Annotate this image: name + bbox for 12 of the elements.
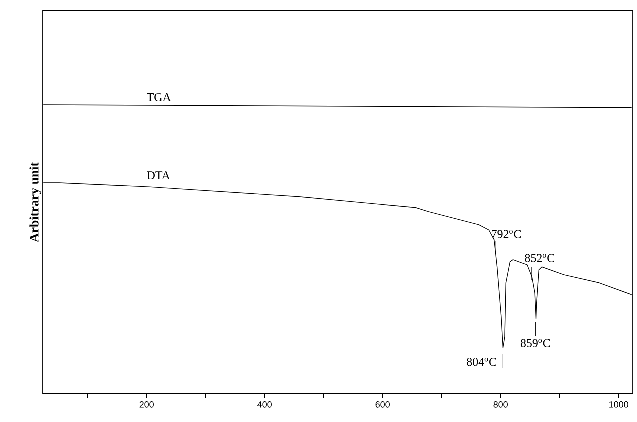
x-tick-label: 1000 [610,402,628,408]
x-tick-label: 600 [376,402,390,408]
series-label: TGA [147,93,172,102]
series-label: DTA [147,172,170,180]
x-tick-label: 400 [258,402,272,408]
x-tick-label: 200 [140,402,154,408]
y-axis-title: Arbitrary unit [30,162,42,242]
annotation: 852$^{o}$C [525,254,554,262]
annotation: 804$^{o}$C [467,358,496,366]
annotation: 859$^{o}$C [520,339,550,348]
annotation: 792$^{o}$C [492,230,522,238]
x-tick-label: 800 [494,402,508,408]
